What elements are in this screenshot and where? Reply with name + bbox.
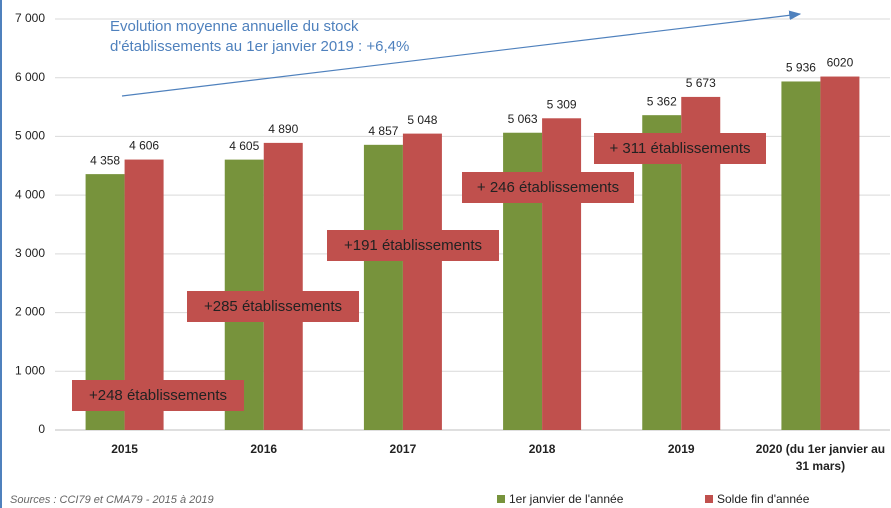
annotation-text: + 246 établissements — [477, 179, 619, 196]
x-tick-label: 2020 (du 1er janvier au 31 mars) — [755, 442, 886, 473]
value-label: 6020 — [827, 56, 854, 70]
value-label: 5 936 — [786, 61, 816, 75]
value-label: 5 673 — [686, 76, 716, 90]
value-label: 4 890 — [268, 122, 298, 136]
y-tick-label: 1 000 — [15, 363, 45, 377]
x-tick-label: 2016 — [250, 442, 278, 456]
annotation-box — [187, 291, 359, 322]
trend-note: d'établissements au 1er janvier 2019 : +… — [110, 38, 409, 55]
bar — [820, 76, 860, 430]
value-label: 4 857 — [368, 124, 398, 138]
bar — [363, 144, 403, 430]
x-tick-label: 2019 — [667, 442, 695, 456]
annotation-box — [72, 380, 244, 411]
annotation-box — [462, 172, 634, 203]
y-tick-label: 3 000 — [15, 246, 45, 260]
y-tick-label: 6 000 — [15, 70, 45, 84]
value-label: 4 605 — [229, 139, 259, 153]
annotation-text: +248 établissements — [89, 387, 227, 404]
value-label: 5 309 — [547, 97, 577, 111]
value-label: 5 048 — [407, 113, 437, 127]
legend-label: Solde fin d'année — [717, 492, 810, 506]
annotation-box — [594, 133, 766, 164]
trend-note: Evolution moyenne annuelle du stock — [110, 18, 359, 35]
bar — [542, 118, 582, 430]
legend-swatch — [705, 495, 713, 503]
value-label: 5 063 — [508, 112, 538, 126]
y-tick-label: 4 000 — [15, 187, 45, 201]
x-tick-label: 2018 — [528, 442, 556, 456]
trend-arrow — [121, 10, 802, 97]
annotation-text: + 311 établissements — [609, 140, 750, 157]
legend-swatch — [497, 495, 505, 503]
source-note: Sources : CCI79 et CMA79 - 2015 à 2019 — [10, 494, 214, 506]
y-tick-label: 7 000 — [15, 11, 45, 25]
value-label: 4 358 — [90, 153, 120, 167]
y-tick-label: 2 000 — [15, 305, 45, 319]
y-tick-label: 0 — [38, 422, 45, 436]
annotation-text: +285 établissements — [204, 298, 342, 315]
x-tick-label: 2017 — [389, 442, 417, 456]
y-tick-label: 5 000 — [15, 129, 45, 143]
annotation-text: +191 établissements — [344, 237, 482, 254]
legend-label: 1er janvier de l'année — [509, 492, 624, 506]
value-label: 5 362 — [647, 94, 677, 108]
bar — [263, 142, 303, 430]
bar — [402, 133, 442, 430]
value-label: 4 606 — [129, 139, 159, 153]
bar — [781, 81, 821, 431]
annotation-box — [327, 230, 499, 261]
bar — [642, 115, 682, 430]
x-tick-label: 2015 — [111, 442, 138, 456]
